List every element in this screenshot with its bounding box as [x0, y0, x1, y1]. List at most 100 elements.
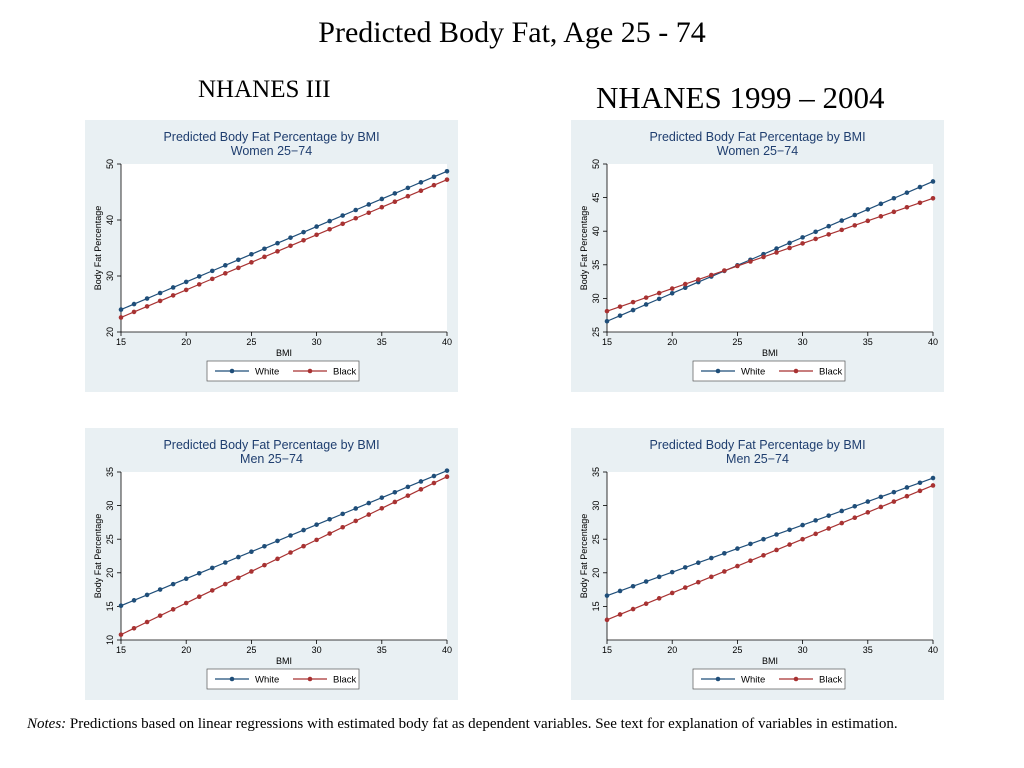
legend-box	[206, 668, 360, 690]
y-tick-label: 50	[591, 159, 601, 169]
chart-subtitle: Men 25−74	[726, 452, 789, 466]
data-point	[275, 240, 280, 246]
data-point	[196, 274, 202, 279]
data-point	[223, 263, 228, 268]
data-point	[709, 272, 714, 278]
chart-panel-men-nhanes-1999-2004: Predicted Body Fat Percentage by BMI Men …	[571, 428, 944, 700]
data-point	[891, 195, 897, 201]
data-point	[340, 213, 345, 218]
legend-box	[692, 360, 846, 382]
data-point	[904, 190, 910, 195]
data-point	[761, 254, 766, 260]
x-tick-label: 40	[928, 645, 938, 655]
data-point	[262, 254, 267, 260]
data-point	[144, 592, 150, 598]
plot-area	[607, 472, 933, 640]
y-tick-label: 20	[105, 327, 115, 337]
y-tick-label: 30	[105, 271, 115, 281]
data-point	[930, 195, 936, 201]
data-point	[144, 304, 150, 309]
data-point	[787, 527, 792, 533]
data-point	[170, 293, 176, 298]
x-axis-label: BMI	[762, 348, 778, 358]
data-point	[392, 199, 398, 205]
data-point	[236, 575, 241, 581]
y-tick-label: 40	[105, 215, 115, 225]
data-point	[722, 551, 727, 556]
data-point	[682, 281, 688, 287]
data-point	[418, 479, 424, 484]
notes: Notes: Predictions based on linear regre…	[27, 715, 1002, 734]
data-point	[800, 522, 805, 528]
x-tick-label: 25	[246, 337, 256, 347]
data-point	[630, 307, 636, 313]
data-point	[904, 205, 910, 210]
data-point	[774, 532, 779, 537]
data-point	[288, 550, 293, 555]
data-point	[196, 571, 202, 576]
data-point	[917, 184, 923, 190]
chart-svg: Predicted Body Fat Percentage by BMIMen …	[579, 438, 938, 690]
data-point	[405, 193, 411, 199]
data-point	[405, 484, 411, 490]
x-axis-label: BMI	[276, 348, 292, 358]
data-point	[865, 510, 871, 515]
data-point	[131, 309, 137, 315]
data-point	[183, 600, 189, 606]
x-tick-label: 20	[667, 337, 677, 347]
data-point	[878, 201, 884, 207]
notes-text: Predictions based on linear regressions …	[66, 716, 898, 732]
y-tick-label: 45	[591, 193, 601, 203]
data-point	[236, 265, 241, 271]
data-point	[327, 516, 332, 522]
y-tick-label: 20	[105, 568, 115, 578]
data-point	[262, 562, 267, 568]
data-point	[288, 243, 293, 249]
data-point	[735, 546, 740, 551]
legend-marker	[793, 368, 799, 374]
data-point	[157, 587, 163, 592]
data-point	[223, 271, 228, 276]
data-point	[223, 560, 228, 565]
data-point	[431, 174, 437, 180]
plot-area	[607, 164, 933, 332]
data-point	[209, 565, 215, 571]
data-point	[196, 282, 202, 287]
data-point	[340, 524, 345, 530]
data-point	[682, 285, 688, 291]
data-point	[366, 500, 372, 506]
data-point	[144, 296, 150, 301]
y-tick-label: 20	[591, 568, 601, 578]
x-tick-label: 40	[442, 337, 452, 347]
data-point	[314, 224, 319, 229]
data-point	[761, 553, 766, 558]
data-point	[236, 257, 241, 263]
data-point	[236, 554, 241, 560]
data-point	[604, 593, 610, 598]
data-point	[249, 260, 254, 265]
data-point	[813, 236, 818, 242]
data-point	[917, 200, 923, 206]
data-point	[826, 513, 831, 518]
legend-label: White	[741, 675, 765, 686]
data-point	[288, 533, 293, 538]
data-point	[379, 204, 385, 210]
legend-marker	[307, 368, 313, 374]
y-axis-label: Body Fat Percentage	[579, 206, 589, 291]
data-point	[131, 626, 137, 631]
data-point	[288, 235, 293, 240]
x-tick-label: 25	[246, 645, 256, 655]
series-line-black	[120, 476, 448, 636]
data-point	[891, 209, 897, 215]
data-point	[787, 542, 792, 547]
data-point	[118, 603, 124, 609]
data-point	[405, 185, 411, 191]
chart-title: Predicted Body Fat Percentage by BMI	[649, 130, 865, 144]
legend-label: White	[255, 675, 279, 686]
legend-label: Black	[333, 675, 356, 686]
chart-panel-men-nhanes-iii: Predicted Body Fat Percentage by BMI Men …	[85, 428, 458, 700]
data-point	[144, 619, 150, 625]
data-point	[839, 520, 845, 526]
legend-label: White	[255, 367, 279, 378]
data-point	[656, 574, 662, 580]
